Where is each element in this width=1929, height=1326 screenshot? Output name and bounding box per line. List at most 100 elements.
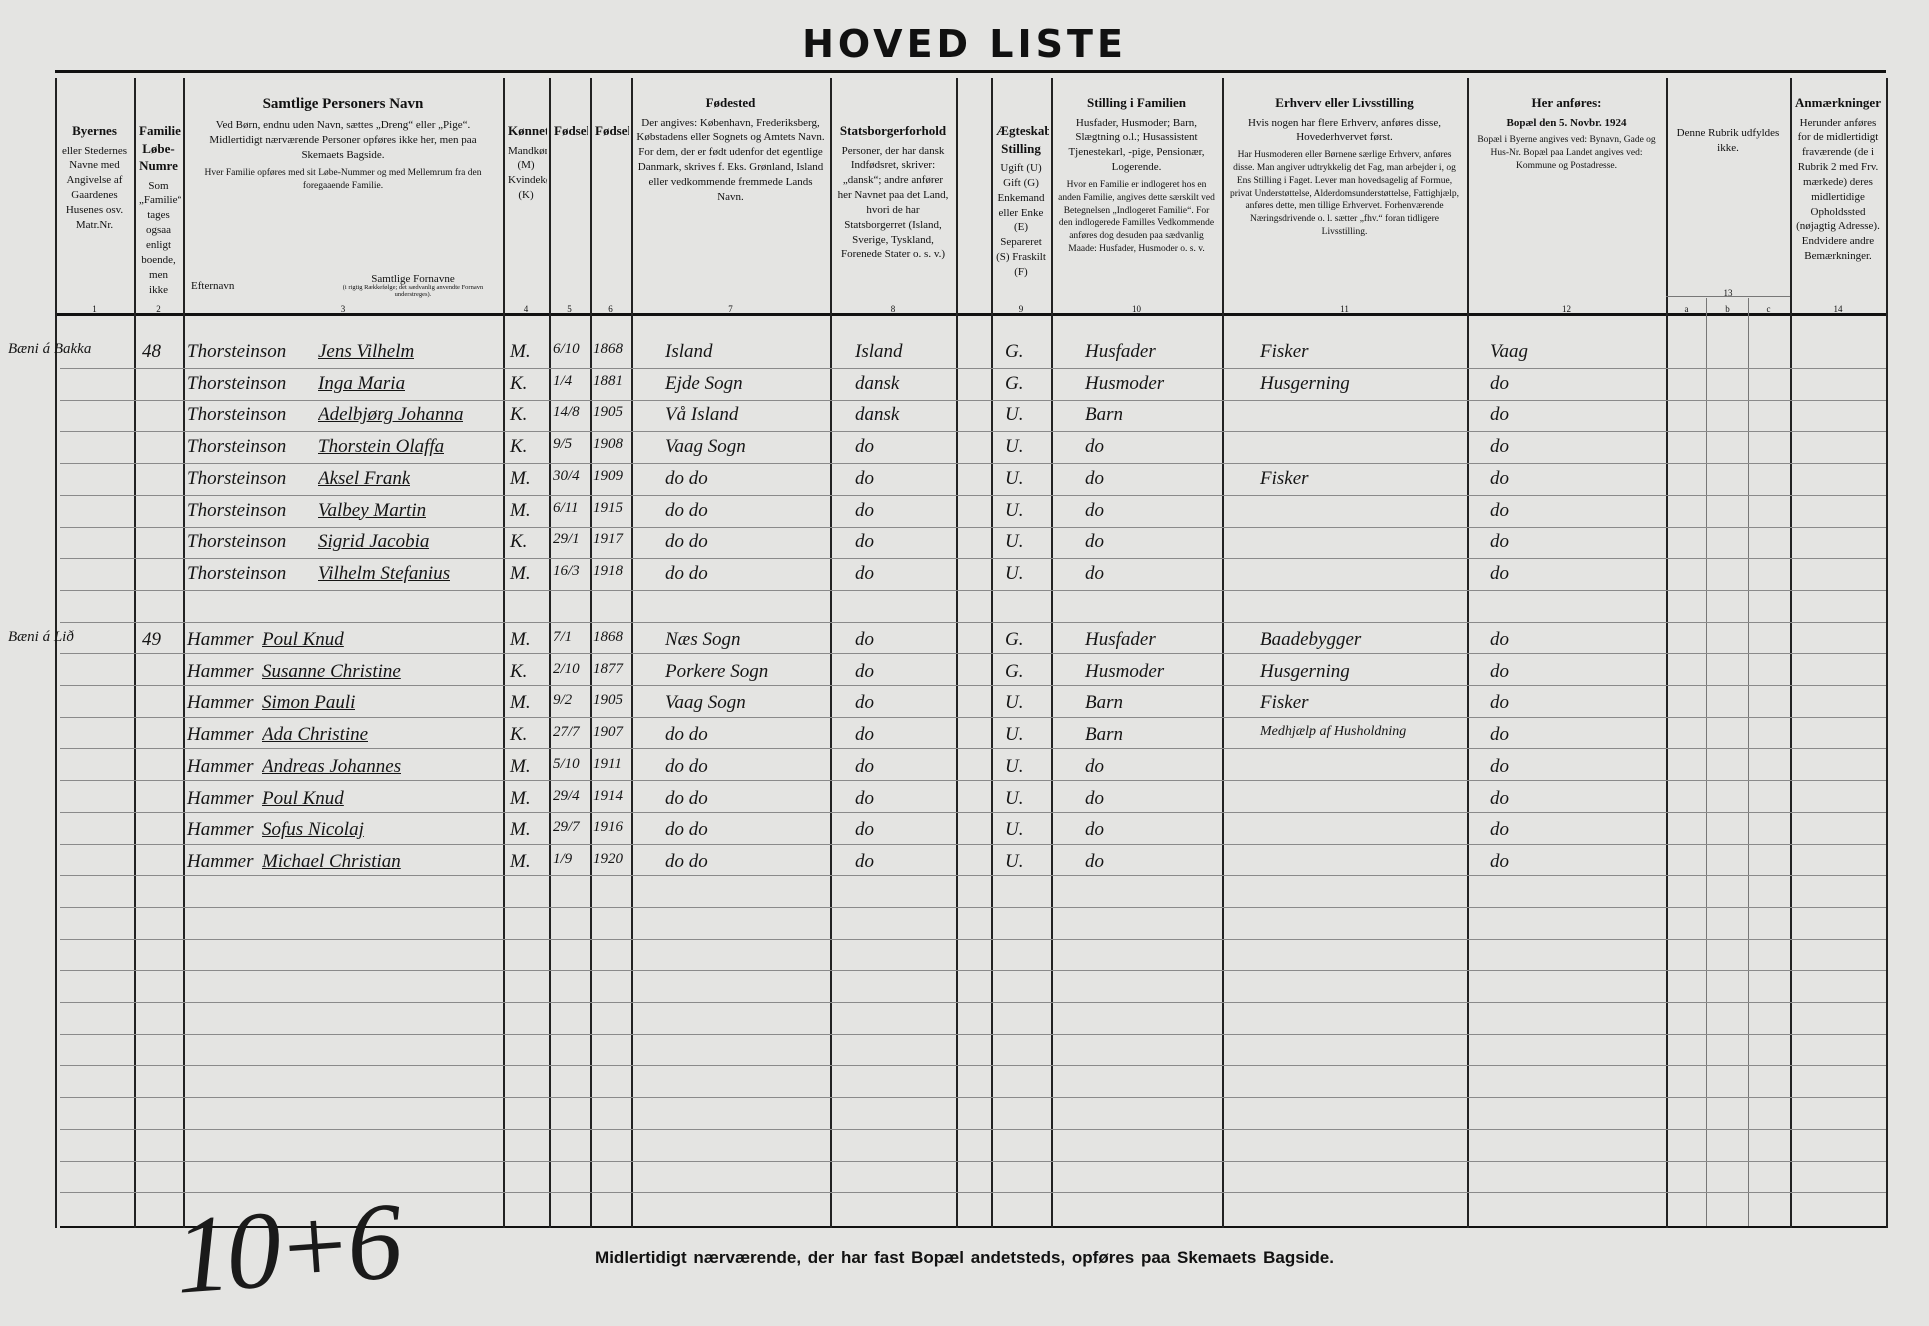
column-header-11: Erhverv eller Livsstilling Hvis nogen har… (1224, 82, 1465, 300)
row-line (60, 875, 1886, 877)
bottom-rule (60, 1226, 1886, 1228)
citizenship: dansk (855, 372, 900, 394)
firstnames: Ada Christine (262, 724, 369, 746)
birthday: 29/4 (553, 787, 580, 804)
column-title: Statsborgerforhold (839, 123, 947, 138)
year: 1909 (593, 467, 623, 484)
column-instructions: Ved Børn, endnu uden Navn, sættes „Dreng… (209, 119, 477, 161)
position: do (1085, 819, 1104, 841)
residence: Vaag (1490, 341, 1528, 362)
position: do (1085, 562, 1104, 584)
surname: Thorsteinson (187, 562, 287, 584)
column-header-7: Fødested Der angives: København, Frederik… (633, 82, 828, 300)
birthday: 6/11 (553, 499, 579, 516)
row-line (60, 970, 1886, 972)
row-line (60, 780, 1886, 782)
subheader-firstnames: Samtlige Fornavne (i rigtig Rækkefølge; d… (333, 274, 493, 298)
birthday: 27/7 (553, 724, 580, 741)
row-line (60, 494, 1886, 496)
column-number: 9 (1018, 304, 1024, 314)
footer-note: Midlertidigt nærværende, der har fast Bo… (595, 1248, 1334, 1267)
surname: Thorsteinson (187, 341, 287, 362)
residence: do (1490, 467, 1509, 489)
firstnames: Vilhelm Stefanius (318, 562, 451, 584)
citizenship: do (855, 436, 874, 458)
row-line (60, 558, 1886, 560)
firstnames: Poul Knud (262, 787, 344, 809)
column-divider (1790, 78, 1792, 1228)
column-title: Ægteskabelig Stilling (996, 123, 1049, 156)
subcolumn-divider (1706, 298, 1707, 1226)
subcolumn-label: a (1684, 304, 1689, 314)
column-instructions: Som „Familie“ tages ogsaa enligt boende,… (139, 179, 181, 300)
marital: G. (1005, 629, 1024, 650)
position: Barn (1085, 404, 1123, 426)
residence: do (1490, 692, 1509, 714)
row-line (60, 811, 1886, 813)
year: 1907 (593, 724, 623, 741)
birthday: 30/4 (553, 467, 580, 484)
surname: Hammer (187, 724, 254, 746)
birthplace: Porkere Sogn (665, 660, 769, 682)
birthday: 29/1 (553, 531, 580, 548)
year: 1905 (593, 404, 623, 421)
birthplace: do do (665, 755, 708, 777)
residence: do (1490, 499, 1509, 521)
sex: K. (510, 531, 528, 553)
residence: do (1490, 850, 1509, 872)
column-number: 11 (1340, 304, 1349, 314)
year: 1881 (593, 372, 623, 389)
column-note: Hver Familie opføres med sit Løbe-Nummer… (204, 167, 482, 191)
birthday: 7/1 (553, 629, 573, 645)
row-line (60, 1160, 1886, 1162)
occupation: Fisker (1260, 467, 1309, 489)
title-rule (55, 70, 1886, 73)
citizenship: do (855, 724, 874, 746)
column-instructions: Husfader, Husmoder; Barn, Slægtning o.l.… (1068, 116, 1205, 174)
residence: do (1490, 755, 1509, 777)
birthday: 9/5 (553, 436, 573, 453)
occupation: Fisker (1260, 692, 1309, 714)
marital: U. (1005, 531, 1024, 553)
residence: do (1490, 531, 1509, 553)
column-divider (590, 78, 592, 1228)
sex: M. (510, 562, 531, 584)
column-number: 7 (728, 304, 733, 314)
column-number: 2 (156, 304, 161, 314)
year: 1905 (593, 692, 623, 709)
row-line (60, 1097, 1886, 1099)
subcolumn-label: b (1725, 304, 1730, 314)
residence: do (1490, 787, 1509, 809)
column-header-4: Kønnet Mandkøn (M) Kvindekøn (K) (505, 82, 547, 300)
firstnames: Michael Christian (262, 850, 401, 872)
occupation: Husgerning (1260, 660, 1350, 682)
marital: U. (1005, 692, 1024, 714)
firstnames: Aksel Frank (318, 467, 411, 489)
column-title: Fødselsdag (554, 123, 588, 138)
column-title: Her anføres: (1531, 95, 1602, 110)
marital: U. (1005, 819, 1024, 841)
row-line (60, 589, 1886, 591)
citizenship: do (855, 850, 874, 872)
column-instructions: Hvis nogen har flere Erhverv, anføres di… (1248, 116, 1441, 144)
row-line (60, 906, 1886, 908)
column-title: Erhverv eller Livsstilling (1275, 95, 1414, 110)
birthplace: Vaag Sogn (665, 692, 746, 714)
column-number: 8 (890, 304, 896, 314)
column-instructions: Herunder anføres for de midlertidigt fra… (1796, 116, 1880, 263)
handwritten-tally: 10+6 (170, 1179, 403, 1317)
column-instructions: Denne Rubrik udfyldes ikke. (1676, 127, 1780, 154)
surname: Thorsteinson (187, 404, 287, 426)
marital: U. (1005, 499, 1024, 521)
sex: M. (510, 467, 531, 489)
birthday: 16/3 (553, 562, 580, 579)
row-line (60, 843, 1886, 845)
column-header-2: Familiernes Løbe-Numre Som „Familie“ tage… (136, 82, 181, 300)
surname: Thorsteinson (187, 467, 287, 489)
column-header-14: Anmærkninger Herunder anføres for de midl… (1792, 82, 1884, 300)
column-divider (1666, 78, 1668, 1228)
firstnames: Poul Knud (262, 629, 344, 650)
birthplace: do do (665, 787, 708, 809)
surname: Thorsteinson (187, 499, 287, 521)
column-note: Hvor en Familie er indlogeret hos en and… (1058, 179, 1215, 254)
